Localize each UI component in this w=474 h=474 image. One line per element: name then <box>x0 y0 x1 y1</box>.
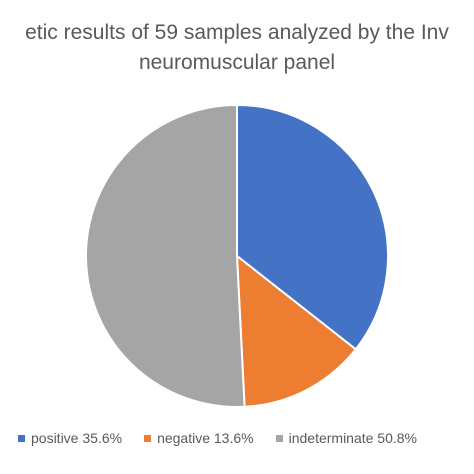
legend-item-negative: negative 13.6% <box>144 430 254 446</box>
pie-slice-positive <box>236 103 389 351</box>
legend-swatch-negative <box>144 434 152 442</box>
chart-title-line-1: etic results of 59 samples analyzed by t… <box>25 21 449 44</box>
legend-label-positive: positive 35.6% <box>31 430 123 446</box>
legend-label-indeterminate: indeterminate 50.8% <box>288 430 418 446</box>
legend-item-positive: positive 35.6% <box>18 430 122 446</box>
legend-item-indeterminate: indeterminate 50.8% <box>275 430 418 446</box>
chart-title-line-2: neuromuscular panel <box>138 51 336 74</box>
legend-swatch-indeterminate <box>275 434 283 442</box>
legend-swatch-positive <box>18 434 25 442</box>
legend: positive 35.6% negative 13.6% indetermin… <box>18 430 417 446</box>
legend-label-negative: negative 13.6% <box>157 430 254 446</box>
pie-slice-indeterminate <box>85 103 246 408</box>
chart-title: etic results of 59 samples analyzed by t… <box>0 18 474 78</box>
pie-slice-negative <box>235 253 358 408</box>
